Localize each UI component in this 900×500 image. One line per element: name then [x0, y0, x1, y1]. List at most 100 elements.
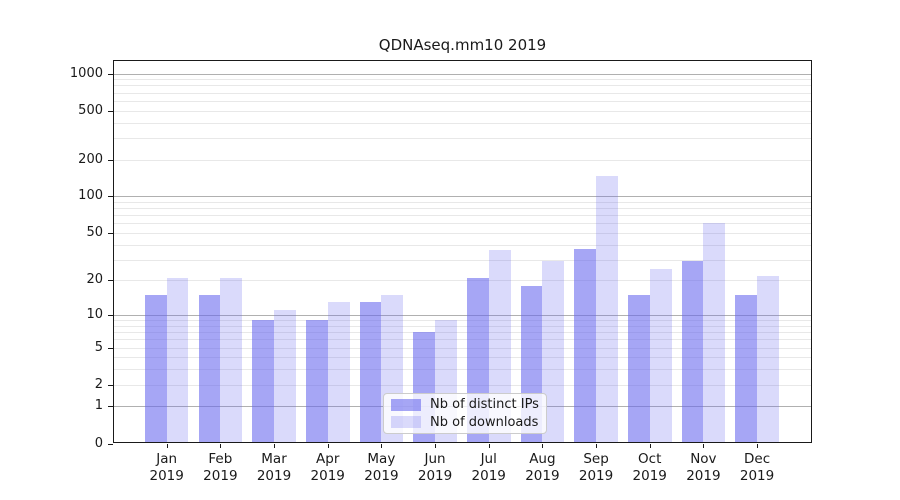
- y-tick: [108, 232, 113, 234]
- y-tick: [108, 110, 113, 112]
- legend-label: Nb of distinct IPs: [430, 397, 539, 413]
- y-tick-label: 1: [94, 398, 103, 414]
- minor-gridline: [113, 259, 812, 261]
- y-tick-label: 10: [86, 307, 103, 323]
- x-tick-label: Apr 2019: [296, 451, 360, 485]
- minor-gridline: [113, 357, 812, 359]
- minor-gridline: [113, 339, 812, 341]
- x-tick: [542, 444, 544, 448]
- bar-distinct-ips: [627, 295, 650, 443]
- x-tick-year: 2019: [525, 468, 560, 484]
- legend-item: Nb of distinct IPs: [384, 396, 546, 414]
- x-tick-year: 2019: [364, 468, 399, 484]
- x-tick-label: Feb 2019: [188, 451, 252, 485]
- bar-distinct-ips: [359, 302, 382, 443]
- x-tick: [488, 444, 490, 448]
- legend-swatch: [391, 398, 421, 411]
- major-gridline: [113, 315, 812, 317]
- minor-gridline: [113, 79, 812, 81]
- bar-distinct-ips: [305, 320, 328, 443]
- legend-swatch: [391, 416, 421, 429]
- x-tick: [327, 444, 329, 448]
- x-tick-year: 2019: [578, 468, 614, 484]
- y-tick-label: 0: [94, 435, 103, 451]
- minor-gridline: [113, 244, 812, 246]
- x-tick-year: 2019: [149, 468, 184, 484]
- bar-downloads: [757, 275, 779, 443]
- x-tick-year: 2019: [739, 468, 775, 484]
- x-tick-label: Sep 2019: [564, 451, 628, 485]
- bar-distinct-ips: [574, 248, 597, 443]
- minor-gridline: [113, 325, 812, 327]
- minor-gridline: [113, 201, 812, 203]
- y-tick-label: 1000: [69, 65, 103, 81]
- bar-distinct-ips: [252, 320, 275, 443]
- x-tick-label: Mar 2019: [242, 451, 306, 485]
- bar-downloads: [274, 310, 296, 443]
- minor-gridline: [113, 232, 812, 234]
- bar-distinct-ips: [198, 295, 221, 443]
- x-tick: [274, 444, 276, 448]
- y-tick-label: 2: [94, 376, 103, 392]
- bar-downloads: [220, 277, 243, 443]
- y-tick: [108, 280, 113, 282]
- bar-downloads: [596, 175, 618, 443]
- x-tick: [757, 444, 759, 448]
- x-tick: [703, 444, 705, 448]
- y-tick: [108, 443, 113, 445]
- bar-distinct-ips: [144, 295, 167, 443]
- minor-gridline: [113, 208, 812, 210]
- bar-downloads: [649, 269, 672, 443]
- y-tick: [108, 196, 113, 198]
- x-tick-label: Oct 2019: [618, 451, 682, 485]
- minor-gridline: [113, 159, 812, 161]
- bar-downloads: [703, 223, 726, 443]
- chart-title: QDNAseq.mm10 2019: [378, 36, 547, 54]
- x-tick: [381, 444, 383, 448]
- x-tick: [435, 444, 437, 448]
- x-tick-label: Nov 2019: [671, 451, 735, 485]
- y-tick: [108, 384, 113, 386]
- minor-gridline: [113, 215, 812, 217]
- bar-downloads: [327, 302, 350, 443]
- minor-gridline: [113, 92, 812, 94]
- minor-gridline: [113, 347, 812, 349]
- legend: Nb of distinct IPs Nb of downloads: [383, 393, 547, 434]
- legend-label: Nb of downloads: [430, 414, 539, 430]
- minor-gridline: [113, 223, 812, 225]
- y-tick-label: 50: [86, 224, 103, 240]
- bar-distinct-ips: [681, 261, 704, 443]
- y-tick: [108, 347, 113, 349]
- y-tick: [108, 73, 113, 75]
- minor-gridline: [113, 320, 812, 322]
- x-tick-year: 2019: [417, 468, 453, 484]
- minor-gridline: [113, 122, 812, 124]
- x-tick-label: Aug 2019: [510, 451, 574, 485]
- minor-gridline: [113, 369, 812, 371]
- x-tick-label: May 2019: [349, 451, 413, 485]
- y-tick: [108, 159, 113, 161]
- minor-gridline: [113, 280, 812, 282]
- x-tick: [166, 444, 168, 448]
- bar-distinct-ips: [735, 295, 758, 443]
- x-tick-year: 2019: [686, 468, 721, 484]
- x-tick-label: Dec 2019: [725, 451, 789, 485]
- bar-downloads: [542, 261, 565, 443]
- minor-gridline: [113, 100, 812, 102]
- y-tick: [108, 315, 113, 317]
- x-tick-year: 2019: [632, 468, 667, 484]
- minor-gridline: [113, 137, 812, 139]
- y-tick-label: 500: [78, 102, 103, 118]
- plot-area: [113, 60, 812, 443]
- minor-gridline: [113, 332, 812, 334]
- minor-gridline: [113, 85, 812, 87]
- y-tick-label: 5: [94, 339, 103, 355]
- minor-gridline: [113, 384, 812, 386]
- minor-gridline: [113, 110, 812, 112]
- x-tick-label: Jul 2019: [457, 451, 521, 485]
- y-tick: [108, 406, 113, 408]
- x-tick-year: 2019: [471, 468, 506, 484]
- legend-item: Nb of downloads: [384, 414, 546, 432]
- x-tick-label: Jun 2019: [403, 451, 467, 485]
